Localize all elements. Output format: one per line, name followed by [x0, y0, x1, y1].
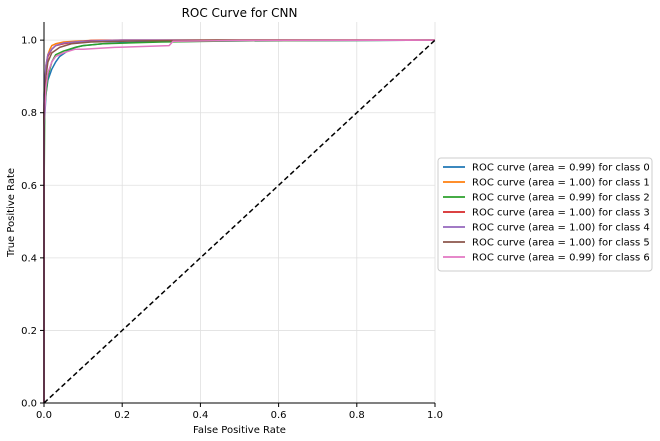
- ticks-layer: 0.0 0.2 0.4 0.6 0.8 1.0 0.0 0.2 0.4 0.6 0.8 1.0: [21, 36, 443, 421]
- x-tick-label: 1.0: [427, 410, 443, 421]
- y-tick-label: 1.0: [21, 36, 37, 47]
- x-tick-label: 0.2: [114, 410, 130, 421]
- grid-lines: [43, 22, 436, 404]
- diagonal-reference-line: [43, 39, 436, 404]
- y-axis-label: True Positive Rate: [6, 168, 17, 258]
- legend-entry-label: ROC curve (area = 1.00) for class 3: [472, 208, 650, 219]
- chart-title: ROC Curve for CNN: [182, 6, 298, 20]
- legend-box: [437, 157, 653, 272]
- legend-entry-label: ROC curve (area = 0.99) for class 6: [472, 253, 650, 264]
- legend-entry-label: ROC curve (area = 1.00) for class 4: [472, 223, 650, 234]
- y-tick-label: 0.4: [21, 253, 37, 264]
- y-tick-label: 0.8: [21, 108, 37, 119]
- x-axis-label: False Positive Rate: [193, 425, 286, 436]
- legend-entry-label: ROC curve (area = 0.99) for class 2: [472, 193, 650, 204]
- y-tick-label: 0.2: [21, 326, 37, 337]
- series-layer: [43, 39, 436, 404]
- x-tick-label: 0.6: [271, 410, 287, 421]
- legend-entry-label: ROC curve (area = 1.00) for class 5: [472, 238, 650, 249]
- legend-entry-label: ROC curve (area = 0.99) for class 0: [472, 163, 650, 174]
- legend-entry-label: ROC curve (area = 1.00) for class 1: [472, 178, 650, 189]
- x-tick-label: 0.0: [36, 410, 52, 421]
- roc-curve-class-6: [43, 39, 436, 403]
- axes-layer: [43, 22, 435, 404]
- roc-curve-class-4: [43, 39, 435, 403]
- y-tick-label: 0.0: [21, 399, 37, 410]
- y-tick-label: 0.6: [21, 181, 37, 192]
- legend: ROC curve (area = 0.99) for class 0 ROC c…: [437, 157, 653, 272]
- x-tick-label: 0.4: [192, 410, 208, 421]
- x-tick-label: 0.8: [349, 410, 365, 421]
